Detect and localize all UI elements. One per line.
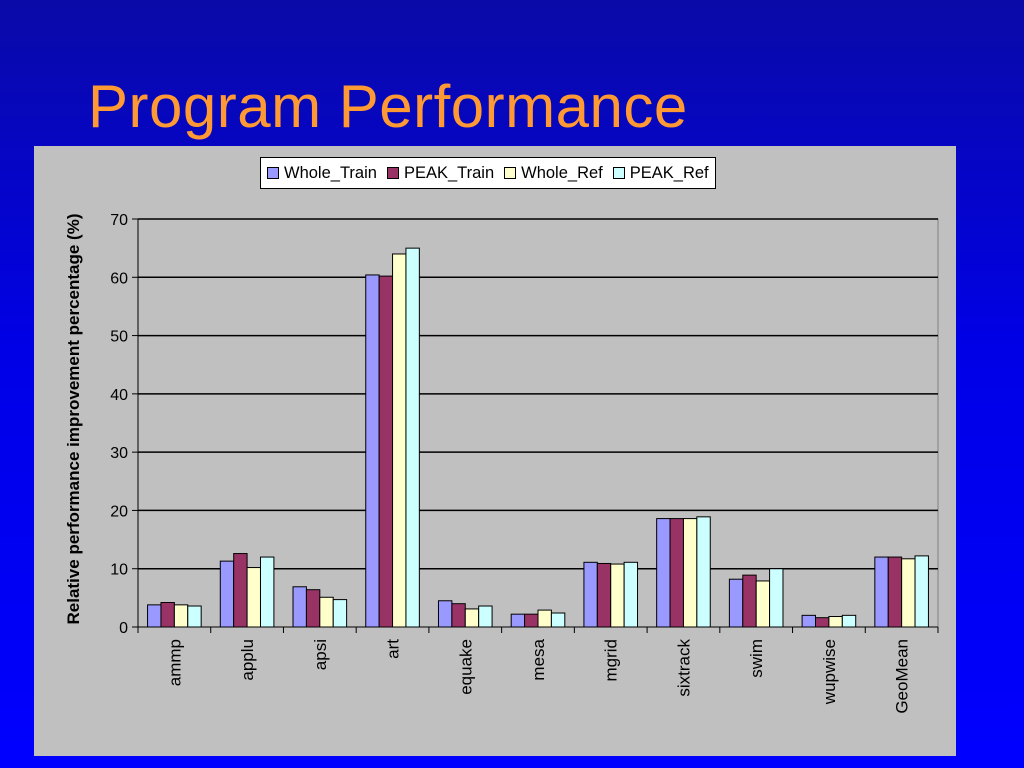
bar-PEAK_Train-sixtrack [669,518,684,628]
x-tick-label: GeoMean [893,639,912,714]
bar-Whole_Ref-ammp [173,604,189,628]
bar-Whole_Ref-mesa [537,609,552,628]
bar-Whole_Train-applu [219,560,235,628]
y-tick-label: 0 [119,620,128,637]
bar-PEAK_Train-GeoMean [887,556,903,628]
bar-chart: 0 10 20 30 40 50 60 70 Relative performance impr… [64,212,939,714]
x-tick-label: ammp [165,639,184,686]
y-tick-label: 50 [110,329,128,346]
bar-Whole_Train-swim [728,578,744,628]
bar-Whole_Train-wupwise [801,614,817,628]
bar-Whole_Ref-equake [464,608,480,628]
bar-PEAK_Ref-art [405,247,420,628]
bar-Whole_Train-apsi [292,586,307,628]
bar-Whole_Train-art [365,274,380,628]
bar-PEAK_Train-mgrid [596,562,612,628]
bar-PEAK_Ref-mesa [550,612,566,628]
x-tick-label: mesa [529,638,548,680]
bar-PEAK_Ref-GeoMean [914,555,929,628]
bar-PEAK_Ref-equake [478,605,493,628]
bar-Whole_Ref-applu [246,567,261,628]
bar-PEAK_Ref-wupwise [841,614,857,628]
legend-label: Whole_Train [284,163,377,182]
bar-PEAK_Ref-ammp [187,605,202,628]
x-tick-label: sixtrack [674,639,693,697]
bar-Whole_Ref-wupwise [828,616,843,628]
y-tick-label: 70 [110,212,128,229]
slide-title: Program Performance [88,73,688,140]
legend-swatch [612,167,625,179]
bar-Whole_Train-GeoMean [874,556,889,628]
bar-PEAK_Train-applu [233,553,248,628]
bar-Whole_Ref-apsi [319,596,334,628]
bar-PEAK_Ref-swim [769,568,784,628]
y-tick-label: 30 [110,445,128,462]
x-tick-label: apsi [311,639,330,670]
x-tick-label: swim [747,639,766,678]
legend-label: Whole_Ref [521,163,603,182]
bar-PEAK_Train-equake [451,603,466,628]
bar-Whole_Train-sixtrack [656,518,671,628]
chart-legend: Whole_Train PEAK_Train Whole_Ref PEAK_Ref [260,157,716,189]
bar-Whole_Train-mgrid [583,561,598,628]
legend-item: PEAK_Ref [612,163,709,183]
bar-PEAK_Train-wupwise [815,617,830,628]
bar-Whole_Train-ammp [147,604,162,628]
legend-swatch [504,167,517,179]
bar-PEAK_Ref-apsi [332,599,348,628]
x-tick-label: mgrid [602,639,621,682]
x-tick-label: wupwise [820,639,839,705]
bar-PEAK_Train-swim [742,574,757,628]
bar-Whole_Ref-mgrid [610,563,625,628]
y-tick-label: 20 [110,503,128,520]
bar-Whole_Ref-GeoMean [901,558,916,628]
legend-swatch [267,167,279,179]
bar-Whole_Train-equake [437,600,453,628]
bar-PEAK_Train-mesa [524,613,539,628]
y-tick-label: 60 [110,270,128,287]
x-tick-label: art [384,639,403,659]
bar-PEAK_Ref-mgrid [623,561,639,628]
x-tick-label: applu [238,639,257,681]
legend-swatch [386,167,399,179]
y-tick-label: 40 [110,387,128,404]
legend-label: PEAK_Train [403,163,495,182]
y-axis-label: Relative performance improvement percent… [64,214,83,625]
bar-Whole_Train-mesa [510,613,526,628]
x-tick-label: equake [456,639,475,695]
legend-item: Whole_Train [267,164,377,183]
plot-area [137,218,939,628]
y-tick-label: 10 [110,562,128,579]
bar-PEAK_Train-art [378,275,394,628]
legend-item: Whole_Ref [504,164,603,183]
bar-PEAK_Train-apsi [305,589,321,628]
bar-Whole_Ref-swim [755,580,771,628]
bar-PEAK_Ref-sixtrack [696,516,711,628]
chart-area: 0 10 20 30 40 50 60 70 Relative performance impr… [34,146,956,756]
bar-PEAK_Ref-applu [259,556,275,628]
legend-label: PEAK_Ref [629,163,709,182]
bar-Whole_Ref-art [392,253,407,628]
bar-PEAK_Train-ammp [160,602,175,628]
legend-item: PEAK_Train [386,163,495,183]
bar-Whole_Ref-sixtrack [682,518,698,628]
